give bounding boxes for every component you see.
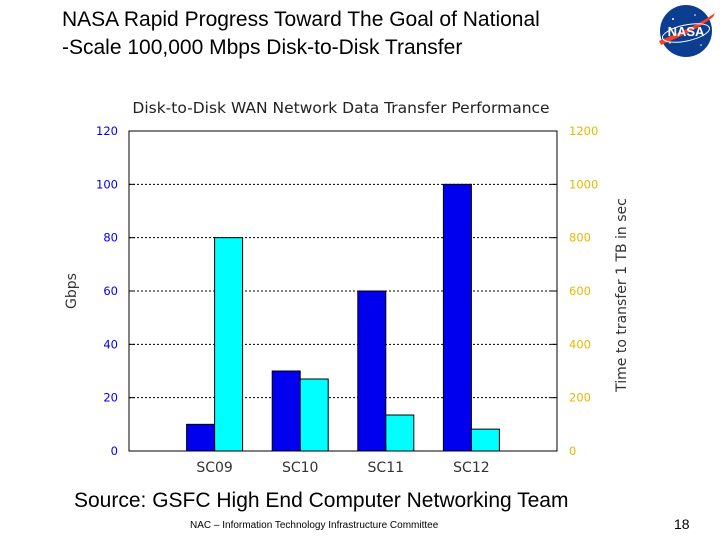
- x-tick-label: SC10: [282, 460, 318, 476]
- bar-sc10-gbps: [271, 370, 301, 452]
- bar-sc11-time: [385, 414, 415, 452]
- y-axis-label: Gbps: [64, 273, 80, 309]
- y2-tick-label: 400: [569, 337, 591, 351]
- bar-sc12-gbps: [442, 183, 472, 452]
- y-tick-label: 100: [96, 177, 118, 191]
- slide-title: NASA Rapid Progress Toward The Goal of N…: [62, 6, 662, 62]
- slide-title-line-2: -Scale 100,000 Mbps Disk-to-Disk Transfe…: [62, 36, 463, 59]
- chart-title: Disk-to-Disk WAN Network Data Transfer P…: [132, 99, 549, 117]
- page-number: 18: [674, 516, 690, 532]
- source-note: Source: GSFC High End Computer Networkin…: [74, 489, 569, 512]
- y-tick-label: 40: [103, 337, 118, 351]
- nasa-logo: NASA: [659, 5, 715, 57]
- x-tick-label: SC11: [368, 460, 404, 476]
- y2-tick-label: 600: [569, 284, 591, 298]
- y2-tick-label: 1200: [569, 124, 598, 138]
- footer-text: NAC – Information Technology Infrastruct…: [190, 520, 439, 531]
- bar-sc10-time: [299, 378, 329, 452]
- bar-sc11-gbps: [357, 290, 387, 452]
- y-tick-label: 80: [103, 231, 118, 245]
- y-tick-label: 120: [96, 124, 118, 138]
- chart: Disk-to-Disk WAN Network Data Transfer P…: [64, 99, 630, 476]
- bar-sc09-time: [214, 237, 244, 452]
- y-tick-label: 0: [111, 444, 118, 458]
- y2-tick-label: 0: [569, 444, 576, 458]
- axis-ticks: 020406080100120020040060080010001200SC09…: [96, 124, 598, 476]
- logo-text: NASA: [668, 24, 705, 39]
- y2-tick-label: 800: [569, 231, 591, 245]
- slide-title-line-1: NASA Rapid Progress Toward The Goal of N…: [62, 8, 540, 31]
- y2-axis-label: Time to transfer 1 TB in sec: [614, 198, 630, 393]
- y2-tick-label: 1000: [569, 177, 598, 191]
- y-tick-label: 60: [103, 284, 118, 298]
- x-tick-label: SC09: [196, 460, 232, 476]
- y2-tick-label: 200: [569, 391, 591, 405]
- bars: [186, 183, 500, 452]
- gridlines: [129, 183, 557, 399]
- y-tick-label: 20: [103, 391, 118, 405]
- x-tick-label: SC12: [453, 460, 489, 476]
- bar-sc12-time: [470, 428, 500, 452]
- bar-sc09-gbps: [186, 423, 216, 452]
